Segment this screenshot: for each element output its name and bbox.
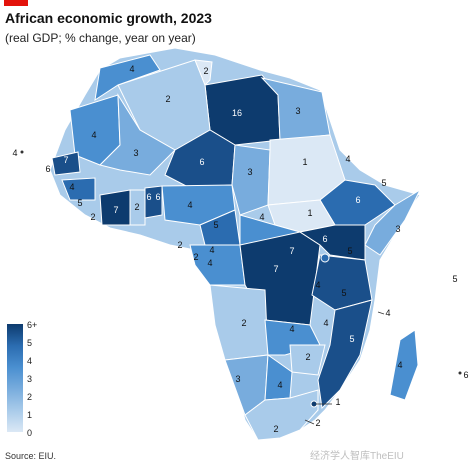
label-algeria: 2 — [165, 94, 170, 104]
label-benin: 6 — [146, 192, 151, 202]
region-tunisia — [194, 59, 213, 86]
region-zimbabwe — [289, 344, 326, 376]
label-congo: 4 — [207, 258, 212, 268]
marker-mauritius — [458, 371, 462, 375]
label-guinea-bissau: 4 — [69, 182, 74, 192]
label-tunisia: 2 — [203, 66, 208, 76]
label-togo: 6 — [155, 192, 160, 202]
legend-label-5: 5 — [27, 338, 33, 348]
label-gambia: 6 — [45, 164, 50, 174]
region-mozambique — [317, 299, 373, 410]
leader-comoros — [377, 311, 385, 315]
label-equatorial-guinea: 2 — [177, 240, 182, 250]
label-rwanda: 5 — [347, 246, 352, 256]
label-zambia: 4 — [289, 324, 294, 334]
region-benin-togo — [144, 185, 163, 219]
label-morocco: 4 — [129, 64, 134, 74]
legend-label-1: 1 — [27, 410, 33, 420]
label-somalia: 3 — [395, 224, 400, 234]
label-egypt: 3 — [295, 106, 300, 116]
label-libya: 16 — [232, 108, 242, 118]
watermark: 经济学人智库TheEIU — [310, 451, 404, 462]
label-uganda: 7 — [289, 246, 294, 256]
label-mauritania: 4 — [91, 130, 96, 140]
region-guinea — [61, 177, 96, 201]
label-sudan: 1 — [302, 157, 307, 167]
label-car: 4 — [259, 212, 264, 222]
label-sierra-leone: 2 — [90, 212, 95, 222]
chart-subtitle: (real GDP; % change, year on year) — [5, 31, 196, 45]
label-cabo-verde: 4 — [12, 148, 17, 158]
brand-red-tag — [4, 0, 28, 6]
legend-label-3: 3 — [27, 374, 33, 384]
label-gabon: 4 — [209, 245, 214, 255]
label-botswana: 4 — [277, 380, 282, 390]
region-somalia — [364, 188, 422, 256]
label-comoros: 4 — [385, 308, 390, 318]
label-senegal: 7 — [63, 155, 68, 165]
chart-title: African economic growth, 2023 — [5, 10, 212, 26]
legend-label-0: 0 — [27, 428, 33, 438]
region-ghana — [129, 189, 146, 226]
label-guinea: 5 — [77, 198, 82, 208]
source-note: Source: EIU. — [5, 451, 57, 461]
region-chad — [231, 144, 271, 216]
label-sao-tome: 2 — [193, 252, 198, 262]
region-senegal — [51, 151, 81, 176]
legend-color-bar — [7, 324, 23, 432]
region-madagascar — [389, 329, 419, 401]
label-nigeria: 4 — [187, 200, 192, 210]
label-eswatini: 1 — [335, 397, 340, 407]
label-zimbabwe: 2 — [305, 352, 310, 362]
label-cameroon: 5 — [213, 220, 218, 230]
label-lesotho: 2 — [315, 418, 320, 428]
label-south-sudan: 1 — [307, 208, 312, 218]
label-mali: 3 — [133, 148, 138, 158]
label-angola: 2 — [241, 318, 246, 328]
label-mauritius: 6 — [463, 370, 468, 380]
region-morocco — [94, 54, 161, 102]
label-drc: 7 — [273, 264, 278, 274]
label-madagascar: 4 — [397, 360, 402, 370]
label-djibouti: 5 — [381, 178, 386, 188]
label-mozambique: 5 — [349, 334, 354, 344]
label-ethiopia: 6 — [355, 195, 360, 205]
region-mali — [99, 93, 176, 176]
label-kenya: 6 — [322, 234, 327, 244]
label-cote-divoire: 7 — [113, 205, 118, 215]
label-ghana: 2 — [134, 202, 139, 212]
region-south-africa — [244, 389, 319, 441]
marker-cabo-verde — [20, 150, 24, 154]
label-eritrea: 4 — [345, 154, 350, 164]
leader-lesotho — [304, 419, 315, 425]
label-malawi: 4 — [323, 318, 328, 328]
label-seychelles: 5 — [452, 274, 457, 284]
label-niger: 6 — [199, 157, 204, 167]
color-legend: 6+ 5 4 3 2 1 0 — [4, 320, 44, 440]
legend-label-2: 2 — [27, 392, 33, 402]
label-south-africa: 2 — [273, 424, 278, 434]
label-burundi: 4 — [315, 280, 320, 290]
legend-label-4: 4 — [27, 356, 33, 366]
label-namibia: 3 — [235, 374, 240, 384]
region-gabon-congo — [189, 244, 246, 286]
label-tanzania: 5 — [341, 288, 346, 298]
label-chad: 3 — [247, 167, 252, 177]
region-rwanda-burundi — [320, 253, 330, 263]
legend-label-6plus: 6+ — [27, 320, 38, 330]
region-angola — [209, 284, 269, 361]
